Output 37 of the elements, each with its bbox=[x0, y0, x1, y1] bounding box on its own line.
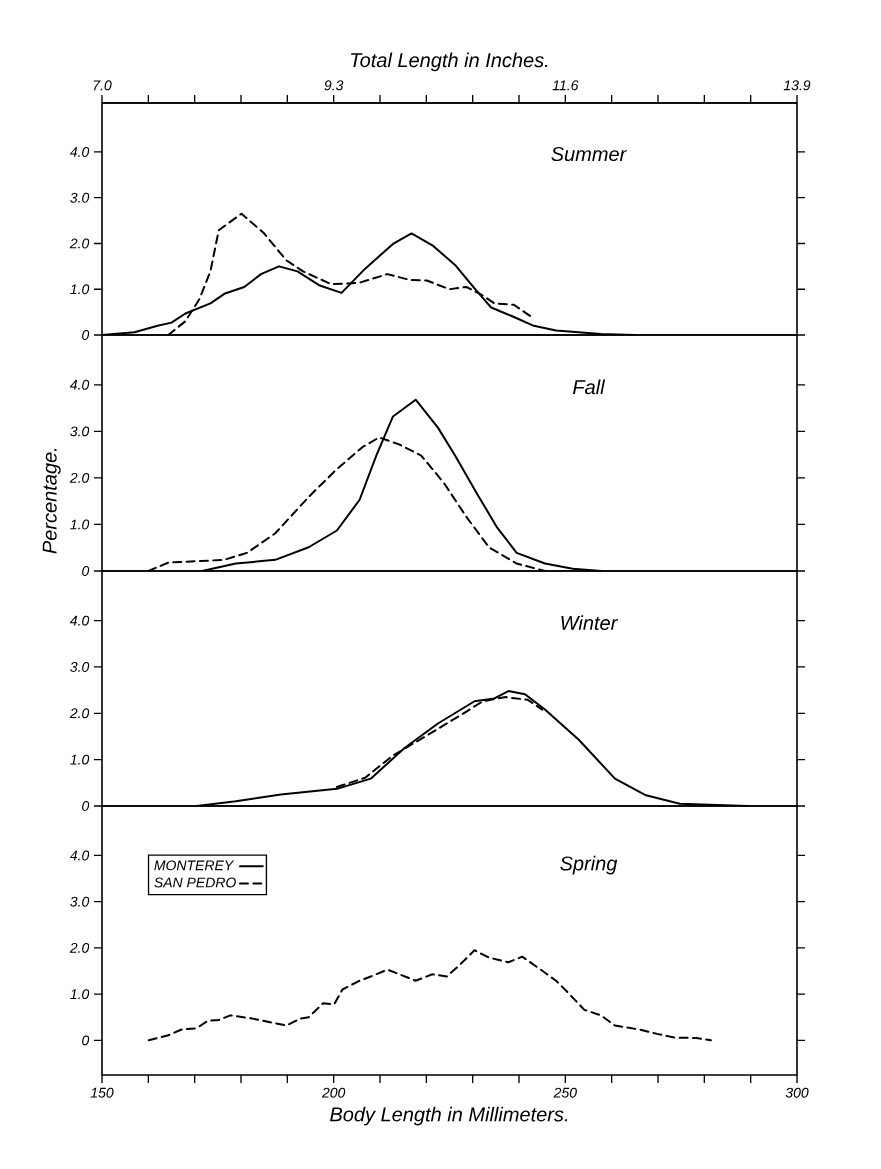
x-tick-label: 250 bbox=[553, 1087, 577, 1098]
legend-label: SAN PEDRO bbox=[154, 877, 236, 888]
text: Spring bbox=[560, 855, 618, 875]
y-tick-label: 0 bbox=[82, 801, 90, 811]
y-tick-label: 2.0 bbox=[69, 472, 90, 483]
y-tick-label: 1.0 bbox=[70, 754, 90, 765]
text: Winter bbox=[561, 615, 618, 631]
y-tick-label: 2.0 bbox=[69, 942, 90, 953]
y-tick-label: 3.0 bbox=[70, 896, 90, 907]
y-tick-label: 4.0 bbox=[69, 850, 90, 861]
x2-tick-label: 9.3 bbox=[324, 80, 344, 91]
x-tick-label: 200 bbox=[321, 1087, 346, 1098]
y-tick-label: 3.0 bbox=[70, 426, 90, 437]
y-tick-label: 2.0 bbox=[69, 238, 90, 249]
x-axis-title: Body Length in Millimeters. bbox=[330, 1106, 568, 1126]
y-tick-label: 4.0 bbox=[69, 147, 90, 157]
y-tick-label: 0 bbox=[82, 330, 90, 340]
x2-tick-label: 13.9 bbox=[783, 80, 811, 91]
y-tick-label: 1.0 bbox=[70, 989, 90, 1000]
text: Fall bbox=[573, 379, 606, 395]
x2-tick-label: 7.0 bbox=[93, 80, 112, 91]
y-tick-label: 4.0 bbox=[69, 615, 90, 626]
text: Summer bbox=[551, 146, 627, 162]
x-tick-label: 300 bbox=[785, 1087, 809, 1098]
y-tick-label: 3.0 bbox=[70, 662, 90, 672]
y-tick-label: 2.0 bbox=[69, 708, 90, 719]
x2-tick-label: 11.6 bbox=[552, 80, 579, 91]
y-tick-label: 1.0 bbox=[70, 519, 90, 530]
x-tick-label: 150 bbox=[90, 1087, 114, 1098]
y-axis-title: Percentage. bbox=[42, 448, 61, 554]
y-tick-label: 0 bbox=[82, 566, 90, 576]
y-tick-label: 4.0 bbox=[69, 379, 90, 390]
y-tick-label: 3.0 bbox=[70, 192, 90, 203]
y-tick-label: 0 bbox=[82, 1035, 90, 1046]
legend-label: MONTEREY bbox=[154, 860, 235, 871]
x2-axis-title: Total Length in Inches. bbox=[351, 52, 548, 72]
y-tick-label: 1.0 bbox=[70, 284, 90, 295]
